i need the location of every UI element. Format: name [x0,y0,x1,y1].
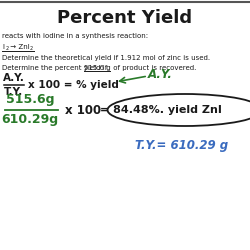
Text: A.Y.: A.Y. [3,73,25,83]
Text: of product is recovered.: of product is recovered. [111,65,196,71]
Text: Determine the theoretical yield if 1.912 mol of zinc is used.: Determine the theoretical yield if 1.912… [2,55,210,61]
Text: T.Y.: T.Y. [4,87,24,97]
Text: 515.6g: 515.6g [6,94,54,106]
Text: Determine the percent yield if: Determine the percent yield if [2,65,110,71]
Text: x 100 = % yield: x 100 = % yield [28,80,119,90]
Text: A.Y.: A.Y. [148,68,173,82]
Text: I: I [2,44,4,50]
Text: 515.6 g: 515.6 g [84,65,110,71]
Text: Percent Yield: Percent Yield [58,9,192,27]
Text: reacts with iodine in a synthesis reaction:: reacts with iodine in a synthesis reacti… [2,33,148,39]
Text: → ZnI: → ZnI [8,44,30,50]
Text: T.Y.= 610.29 g: T.Y.= 610.29 g [135,138,228,151]
Text: 610.29g: 610.29g [2,114,58,126]
Text: = 84.48%. yield ZnI: = 84.48%. yield ZnI [100,105,222,115]
Text: 2: 2 [6,46,8,52]
Text: x 100: x 100 [65,104,101,117]
Text: 2: 2 [30,46,33,52]
